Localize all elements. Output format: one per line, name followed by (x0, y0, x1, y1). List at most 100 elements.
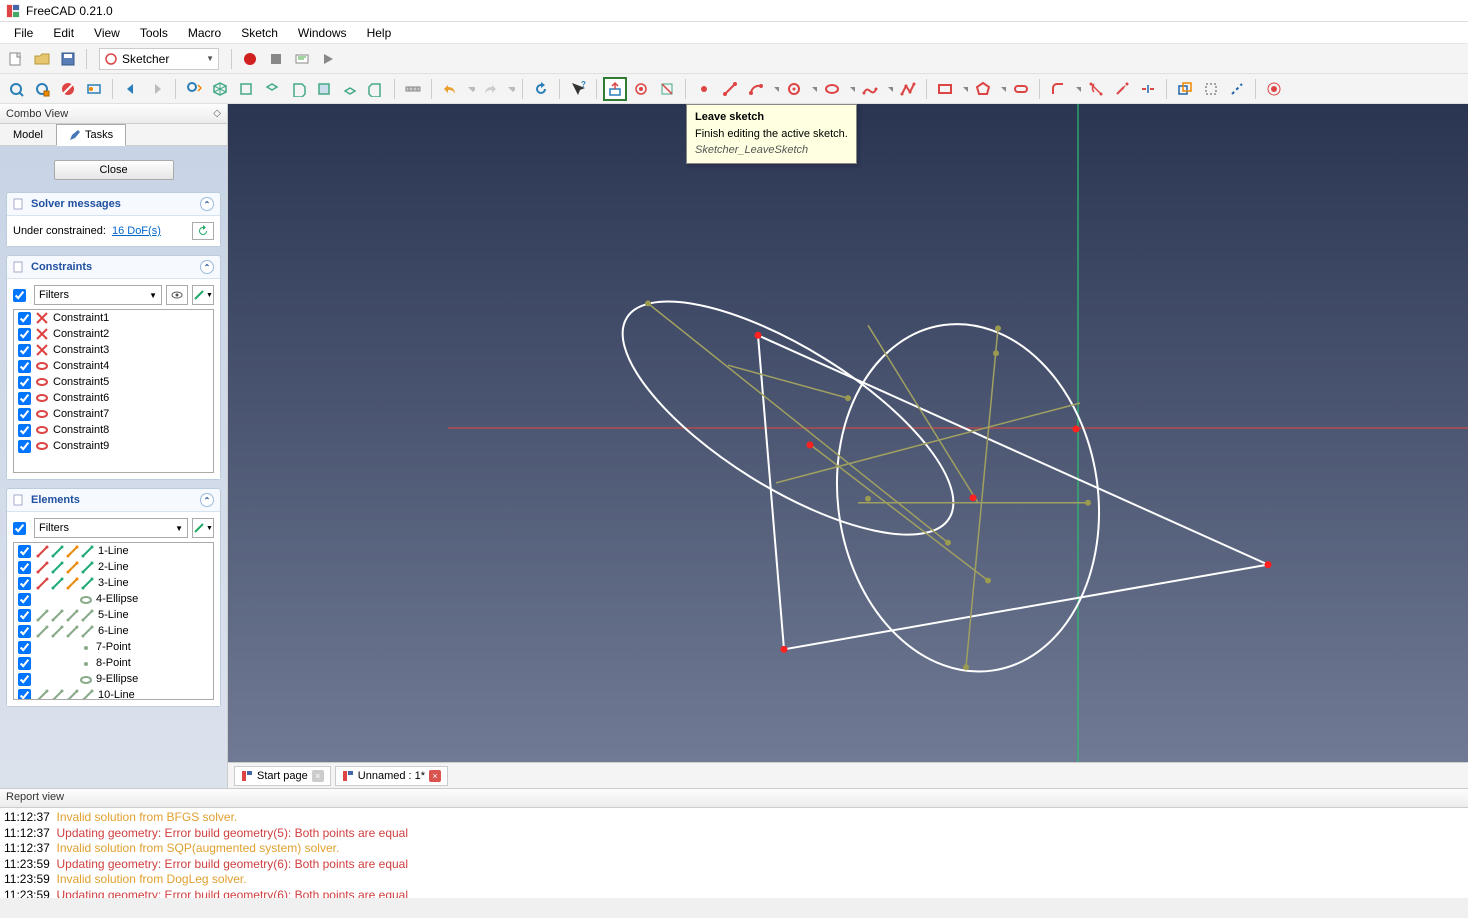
element-checkbox[interactable] (18, 625, 31, 638)
tab-model[interactable]: Model (0, 124, 56, 145)
element-checkbox[interactable] (18, 545, 31, 558)
document-tab[interactable]: Start page× (234, 766, 331, 786)
create-rect-button[interactable] (933, 77, 957, 101)
combo-view-undock-icon[interactable]: ◇ (213, 108, 221, 119)
close-tab-icon[interactable]: × (429, 770, 441, 782)
constraint-row[interactable]: Constraint3 (14, 342, 213, 358)
nav-fwd-button[interactable] (145, 77, 169, 101)
macro-edit-button[interactable] (290, 47, 314, 71)
constraint-row[interactable]: Constraint9 (14, 438, 213, 454)
workbench-selector[interactable]: Sketcher ▼ (99, 48, 219, 70)
create-circle-button[interactable] (782, 77, 806, 101)
coincident-constraint-button[interactable] (1262, 77, 1286, 101)
macro-record-button[interactable] (238, 47, 262, 71)
save-file-button[interactable] (56, 47, 80, 71)
create-slot-button[interactable] (1009, 77, 1033, 101)
create-rect-dd-button[interactable] (959, 77, 969, 101)
constraint-row[interactable]: Constraint4 (14, 358, 213, 374)
report-view-body[interactable]: 11:12:37 Invalid solution from BFGS solv… (0, 808, 1468, 898)
view-front-button[interactable] (234, 77, 258, 101)
constraint-row[interactable]: Constraint1 (14, 310, 213, 326)
element-row[interactable]: 1-Line (14, 543, 213, 559)
constraint-checkbox[interactable] (18, 360, 31, 373)
elements-filter-dropdown[interactable]: Filters▼ (34, 518, 188, 538)
document-tab[interactable]: Unnamed : 1*× (335, 766, 448, 786)
dof-link[interactable]: 16 DoF(s) (112, 225, 161, 237)
create-polygon-dd-button[interactable] (997, 77, 1007, 101)
constraint-row[interactable]: Constraint6 (14, 390, 213, 406)
constraints-filter-dropdown[interactable]: Filters▼ (34, 285, 162, 305)
create-arc-dd-button[interactable] (770, 77, 780, 101)
bounding-box-button[interactable] (82, 77, 106, 101)
close-tab-icon[interactable]: × (312, 770, 324, 782)
constraint-row[interactable]: Constraint8 (14, 422, 213, 438)
view-bottom-button[interactable] (338, 77, 362, 101)
constraint-checkbox[interactable] (18, 312, 31, 325)
menu-tools[interactable]: Tools (130, 24, 178, 42)
macro-run-button[interactable] (316, 47, 340, 71)
constraint-checkbox[interactable] (18, 344, 31, 357)
create-fillet-button[interactable] (1046, 77, 1070, 101)
fit-selection-button[interactable] (30, 77, 54, 101)
open-file-button[interactable] (30, 47, 54, 71)
redo-button[interactable] (478, 77, 502, 101)
element-row[interactable]: 2-Line (14, 559, 213, 575)
view-right-button[interactable] (286, 77, 310, 101)
split-button[interactable] (1136, 77, 1160, 101)
draw-style-button[interactable] (56, 77, 80, 101)
element-row[interactable]: 3-Line (14, 575, 213, 591)
constraints-filter-checkbox[interactable] (13, 289, 26, 302)
measure-button[interactable] (401, 77, 425, 101)
zoom-sync-button[interactable] (182, 77, 206, 101)
isometric-button[interactable] (208, 77, 232, 101)
constraint-row[interactable]: Constraint7 (14, 406, 213, 422)
refresh-solver-button[interactable] (192, 222, 214, 240)
constraint-checkbox[interactable] (18, 440, 31, 453)
element-checkbox[interactable] (18, 657, 31, 670)
constraint-checkbox[interactable] (18, 424, 31, 437)
constraint-row[interactable]: Constraint2 (14, 326, 213, 342)
leave-sketch-button[interactable] (603, 77, 627, 101)
create-fillet-dd-button[interactable] (1072, 77, 1082, 101)
menu-help[interactable]: Help (357, 24, 402, 42)
element-row[interactable]: 7-Point (14, 639, 213, 655)
element-row[interactable]: 8-Point (14, 655, 213, 671)
collapse-icon[interactable]: ⌃ (200, 493, 214, 507)
create-arc-button[interactable] (744, 77, 768, 101)
element-checkbox[interactable] (18, 609, 31, 622)
create-circle-dd-button[interactable] (808, 77, 818, 101)
menu-view[interactable]: View (84, 24, 130, 42)
constraints-settings-button[interactable]: ▼ (192, 285, 214, 305)
new-file-button[interactable] (4, 47, 28, 71)
extend-button[interactable] (1110, 77, 1134, 101)
toggle-construction-button[interactable] (1225, 77, 1249, 101)
close-task-button[interactable]: Close (54, 160, 174, 180)
constraint-checkbox[interactable] (18, 392, 31, 405)
task-panel-scroll[interactable]: Close Solver messages ⌃ Under constraine… (0, 146, 227, 788)
carbon-copy-button[interactable] (1199, 77, 1223, 101)
redo-dd-button[interactable] (504, 77, 516, 101)
elements-list[interactable]: 1-Line2-Line3-Line4-Ellipse5-Line6-Line7… (13, 542, 214, 700)
create-bspline-button[interactable] (858, 77, 882, 101)
elements-filter-checkbox[interactable] (13, 522, 26, 535)
view-top-button[interactable] (260, 77, 284, 101)
view-sketch-button[interactable] (629, 77, 653, 101)
tab-tasks[interactable]: Tasks (56, 124, 126, 146)
collapse-icon[interactable]: ⌃ (200, 197, 214, 211)
external-geom-button[interactable] (1173, 77, 1197, 101)
view-rear-button[interactable] (312, 77, 336, 101)
element-row[interactable]: 10-Line (14, 687, 213, 700)
menu-sketch[interactable]: Sketch (231, 24, 288, 42)
element-checkbox[interactable] (18, 689, 31, 701)
create-point-button[interactable] (692, 77, 716, 101)
element-checkbox[interactable] (18, 593, 31, 606)
create-line-button[interactable] (718, 77, 742, 101)
elements-header[interactable]: Elements ⌃ (7, 489, 220, 511)
element-row[interactable]: 4-Ellipse (14, 591, 213, 607)
create-ellipse-dd-button[interactable] (846, 77, 856, 101)
undo-button[interactable] (438, 77, 462, 101)
fit-all-button[interactable] (4, 77, 28, 101)
element-checkbox[interactable] (18, 561, 31, 574)
menu-macro[interactable]: Macro (178, 24, 231, 42)
menu-edit[interactable]: Edit (43, 24, 84, 42)
